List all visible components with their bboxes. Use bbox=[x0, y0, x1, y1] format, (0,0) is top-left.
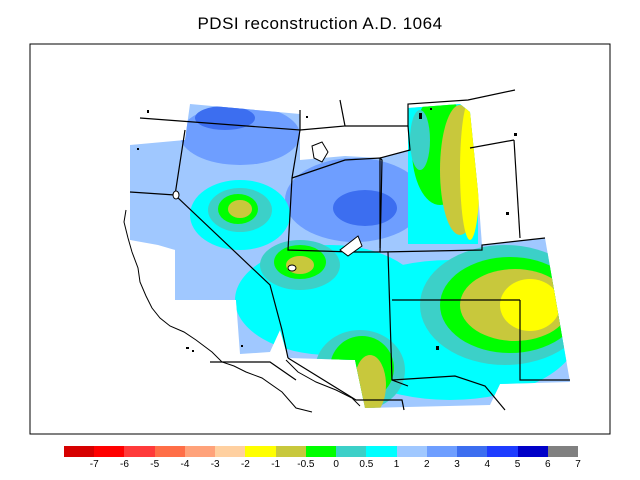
legend-swatch bbox=[487, 446, 518, 457]
state-boundaries bbox=[129, 89, 570, 411]
legend-tick-label: -1 bbox=[271, 459, 281, 470]
map-title: PDSI reconstruction A.D. 1064 bbox=[197, 14, 443, 33]
legend-tick-label: 4 bbox=[484, 459, 491, 470]
legend-swatch bbox=[215, 446, 246, 457]
legend-swatch bbox=[305, 446, 337, 457]
legend-swatch bbox=[64, 446, 95, 457]
legend-swatch bbox=[426, 446, 458, 457]
legend-tick-label: 6 bbox=[544, 459, 551, 470]
blank-regions bbox=[130, 110, 530, 300]
legend-swatch bbox=[184, 446, 216, 457]
legend-swatch bbox=[154, 446, 185, 457]
legend-tick-label: 2 bbox=[424, 459, 430, 470]
legend-ticks: -7 -6 -5 -4 -3 -2 -1 -0.5 0 0.5 1 2 3 4 5 6 7 bbox=[0, 459, 640, 475]
legend-tick-label: 1 bbox=[393, 459, 400, 470]
legend-swatch bbox=[336, 446, 367, 457]
legend-tick-label: -2 bbox=[240, 459, 250, 470]
legend-tick-label: -7 bbox=[89, 459, 99, 470]
legend-tick-label: -4 bbox=[180, 459, 190, 470]
islands bbox=[137, 108, 517, 352]
legend-swatch bbox=[547, 446, 578, 457]
legend-swatch bbox=[366, 446, 397, 457]
legend-tick-label: 5 bbox=[514, 459, 521, 470]
legend-swatch bbox=[517, 446, 548, 457]
legend-tick-label: 0 bbox=[333, 459, 339, 470]
legend-swatch bbox=[396, 446, 427, 457]
legend-tick-label: 3 bbox=[454, 459, 460, 470]
coastline bbox=[123, 209, 361, 413]
legend-swatch bbox=[124, 446, 155, 457]
legend-swatch bbox=[275, 446, 306, 457]
legend-swatch bbox=[457, 446, 488, 457]
legend-tick-label: 7 bbox=[575, 459, 581, 470]
legend-tick-label: -0.5 bbox=[297, 459, 315, 470]
legend-swatch bbox=[94, 446, 125, 457]
legend-tick-label: -5 bbox=[150, 459, 160, 470]
legend-swatch bbox=[245, 446, 276, 457]
legend-tick-label: 0.5 bbox=[359, 459, 374, 470]
legend-tick-label: -3 bbox=[210, 459, 220, 470]
lakes bbox=[172, 141, 363, 272]
color-legend bbox=[64, 446, 578, 457]
plot-frame bbox=[29, 43, 611, 435]
legend-tick-label: -6 bbox=[120, 459, 129, 470]
